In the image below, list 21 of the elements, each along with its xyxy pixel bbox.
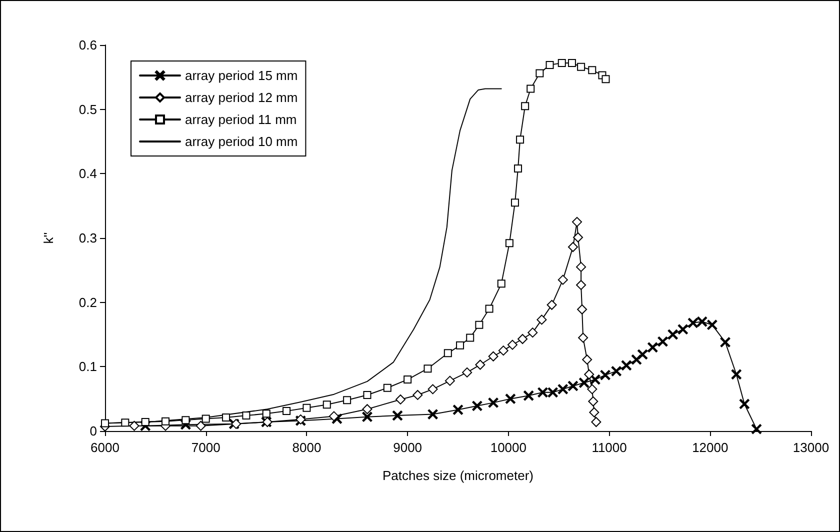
x-tick-label: 9000	[393, 440, 422, 455]
x-tick-label: 10000	[490, 440, 527, 455]
x-tick-label: 6000	[90, 440, 120, 455]
y-tick-label: 0	[90, 424, 97, 438]
legend-label: array period 12 mm	[185, 90, 298, 105]
x-tick-label: 8000	[292, 440, 322, 455]
y-tick-label: 0.4	[78, 166, 97, 182]
y-tick-label: 0.1	[78, 359, 97, 374]
y-tick-label: 0.5	[78, 102, 97, 117]
legend-label: array period 10 mm	[185, 134, 298, 149]
legend-label: array period 11 mm	[185, 112, 297, 127]
y-axis-title: k''	[41, 232, 56, 244]
x-tick-label: 12000	[692, 440, 728, 455]
y-tick-label: 0.2	[78, 294, 97, 310]
y-tick-label: 0.6	[78, 38, 97, 52]
legend-label: array period 15 mm	[185, 68, 298, 83]
x-tick-label: 7000	[191, 440, 220, 455]
x-tick-label: 13000	[792, 440, 830, 455]
x-tick-label: 11000	[592, 440, 627, 455]
x-axis-title: Patches size (micrometer)	[382, 468, 534, 483]
y-tick-label: 0.3	[78, 230, 97, 246]
